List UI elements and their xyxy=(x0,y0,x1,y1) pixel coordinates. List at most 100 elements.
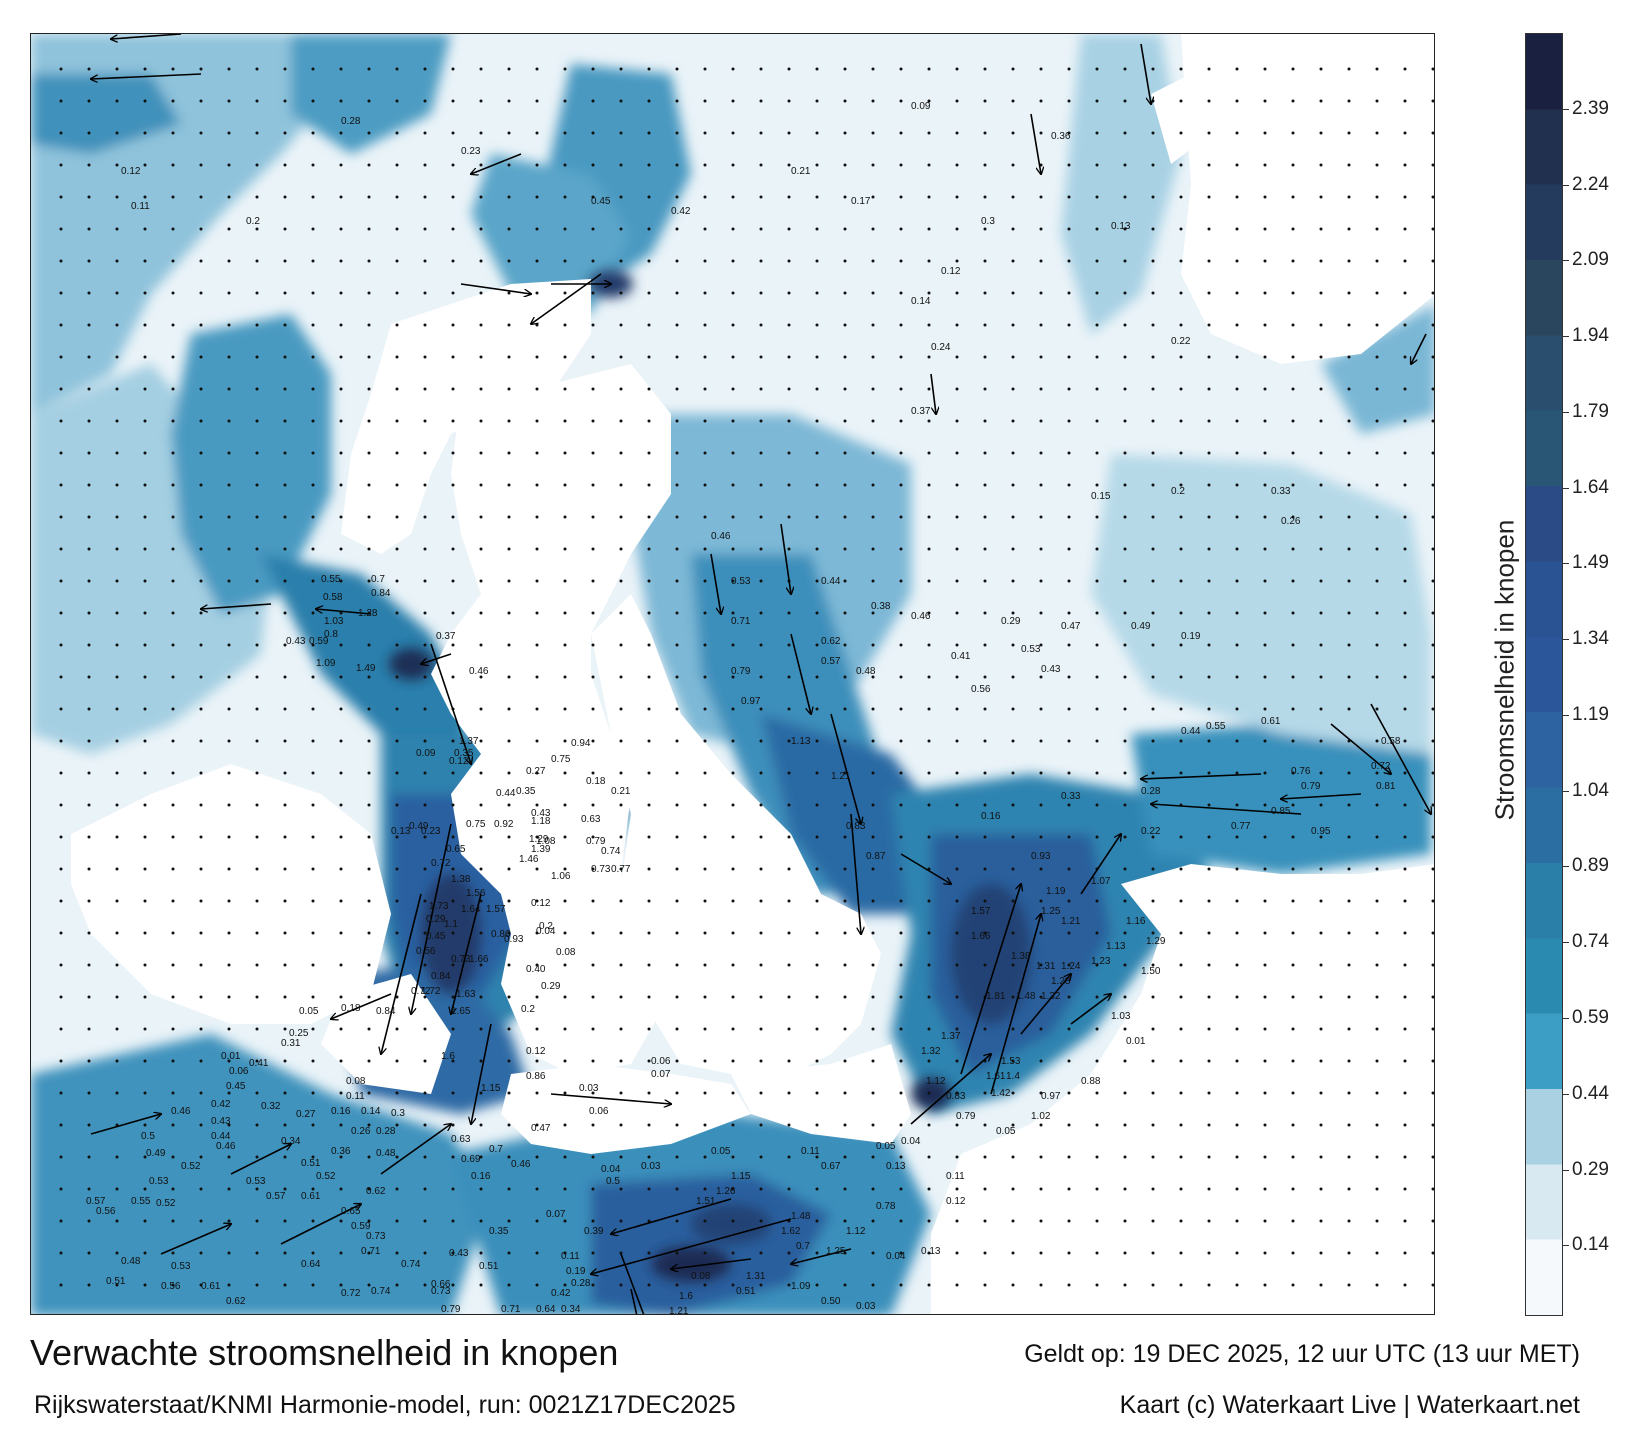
grid-dot xyxy=(619,1123,623,1127)
grid-dot xyxy=(1291,163,1295,167)
grid-dot xyxy=(703,515,707,519)
grid-dot xyxy=(619,771,623,775)
grid-dot xyxy=(843,163,847,167)
grid-dot xyxy=(1179,1123,1183,1127)
grid-dot xyxy=(115,291,119,295)
grid-dot xyxy=(1291,803,1295,807)
grid-dot xyxy=(283,963,287,967)
grid-dot xyxy=(1431,1283,1434,1287)
grid-dot xyxy=(255,163,259,167)
grid-dot xyxy=(1207,995,1211,999)
speed-label: 0.7 xyxy=(489,1144,503,1155)
grid-dot xyxy=(395,99,399,103)
grid-dot xyxy=(1179,1187,1183,1191)
grid-dot xyxy=(423,1123,427,1127)
grid-dot xyxy=(815,547,819,551)
grid-dot xyxy=(59,835,63,839)
grid-dot xyxy=(731,291,735,295)
grid-dot xyxy=(367,1283,371,1287)
grid-dot xyxy=(143,835,147,839)
grid-dot xyxy=(675,1187,679,1191)
grid-dot xyxy=(1123,163,1127,167)
grid-dot xyxy=(535,1091,539,1095)
grid-dot xyxy=(87,611,91,615)
grid-dot xyxy=(591,1219,595,1223)
speed-label: 0.46 xyxy=(469,666,489,677)
grid-dot xyxy=(675,867,679,871)
grid-dot xyxy=(843,1123,847,1127)
current-speed-map[interactable]: 0.12 0.11 0.2 0.28 0.23 0.45 0.42 0.21 0.17 0.09 0… xyxy=(30,33,1435,1315)
land-france-south xyxy=(991,914,1434,1314)
grid-dot xyxy=(423,611,427,615)
grid-dot xyxy=(1291,227,1295,231)
speed-label: 0.12 xyxy=(531,898,551,909)
grid-dot xyxy=(311,355,315,359)
grid-dot xyxy=(1151,131,1155,135)
grid-dot xyxy=(1207,611,1211,615)
colorbar-tick-mark xyxy=(1563,1245,1569,1247)
grid-dot xyxy=(1151,323,1155,327)
grid-dot xyxy=(1347,1283,1351,1287)
grid-dot xyxy=(787,1091,791,1095)
grid-dot xyxy=(619,291,623,295)
grid-dot xyxy=(143,867,147,871)
grid-dot xyxy=(899,451,903,455)
grid-dot xyxy=(255,643,259,647)
grid-dot xyxy=(59,675,63,679)
grid-dot xyxy=(311,195,315,199)
grid-dot xyxy=(199,67,203,71)
speed-label: 0.84 xyxy=(431,971,451,982)
grid-dot xyxy=(367,835,371,839)
grid-dot xyxy=(1375,1187,1379,1191)
grid-dot xyxy=(171,579,175,583)
speed-label: 0.52 xyxy=(156,1198,176,1209)
speed-label: 0.61 xyxy=(1261,716,1281,727)
grid-dot xyxy=(311,547,315,551)
grid-dot xyxy=(983,515,987,519)
speed-label: 1.31 xyxy=(746,1271,766,1282)
grid-dot xyxy=(199,1219,203,1223)
speed-label: 0.04 xyxy=(886,1251,906,1262)
grid-dot xyxy=(927,547,931,551)
speed-label: 0.19 xyxy=(566,1266,586,1277)
grid-dot xyxy=(115,643,119,647)
grid-dot xyxy=(731,195,735,199)
grid-dot xyxy=(843,963,847,967)
grid-dot xyxy=(871,227,875,231)
grid-dot xyxy=(787,419,791,423)
grid-dot xyxy=(843,195,847,199)
grid-dot xyxy=(591,707,595,711)
grid-dot xyxy=(1179,675,1183,679)
speed-label: 1.15 xyxy=(481,1083,501,1094)
grid-dot xyxy=(87,867,91,871)
map-canvas[interactable]: 0.120.110.20.280.230.450.420.210.170.090… xyxy=(31,34,1435,1315)
grid-dot xyxy=(339,931,343,935)
grid-dot xyxy=(87,1091,91,1095)
grid-dot xyxy=(451,995,455,999)
grid-dot xyxy=(1375,963,1379,967)
grid-dot xyxy=(1403,867,1407,871)
grid-dot xyxy=(1067,99,1071,103)
grid-dot xyxy=(395,867,399,871)
grid-dot xyxy=(1207,1123,1211,1127)
speed-label: 0.48 xyxy=(856,666,876,677)
grid-dot xyxy=(1319,195,1323,199)
grid-dot xyxy=(1123,1123,1127,1127)
grid-dot xyxy=(1095,611,1099,615)
grid-dot xyxy=(507,131,511,135)
grid-dot xyxy=(1207,707,1211,711)
grid-dot xyxy=(1375,611,1379,615)
grid-dot xyxy=(143,355,147,359)
grid-dot xyxy=(955,1059,959,1063)
grid-dot xyxy=(311,579,315,583)
grid-dot xyxy=(143,1251,147,1255)
grid-dot xyxy=(1431,611,1434,615)
grid-dot xyxy=(1179,131,1183,135)
grid-dot xyxy=(59,643,63,647)
grid-dot xyxy=(731,419,735,423)
speed-label: 0.86 xyxy=(526,1071,546,1082)
grid-dot xyxy=(311,1219,315,1223)
grid-dot xyxy=(199,419,203,423)
grid-dot xyxy=(59,227,63,231)
grid-dot xyxy=(1375,419,1379,423)
